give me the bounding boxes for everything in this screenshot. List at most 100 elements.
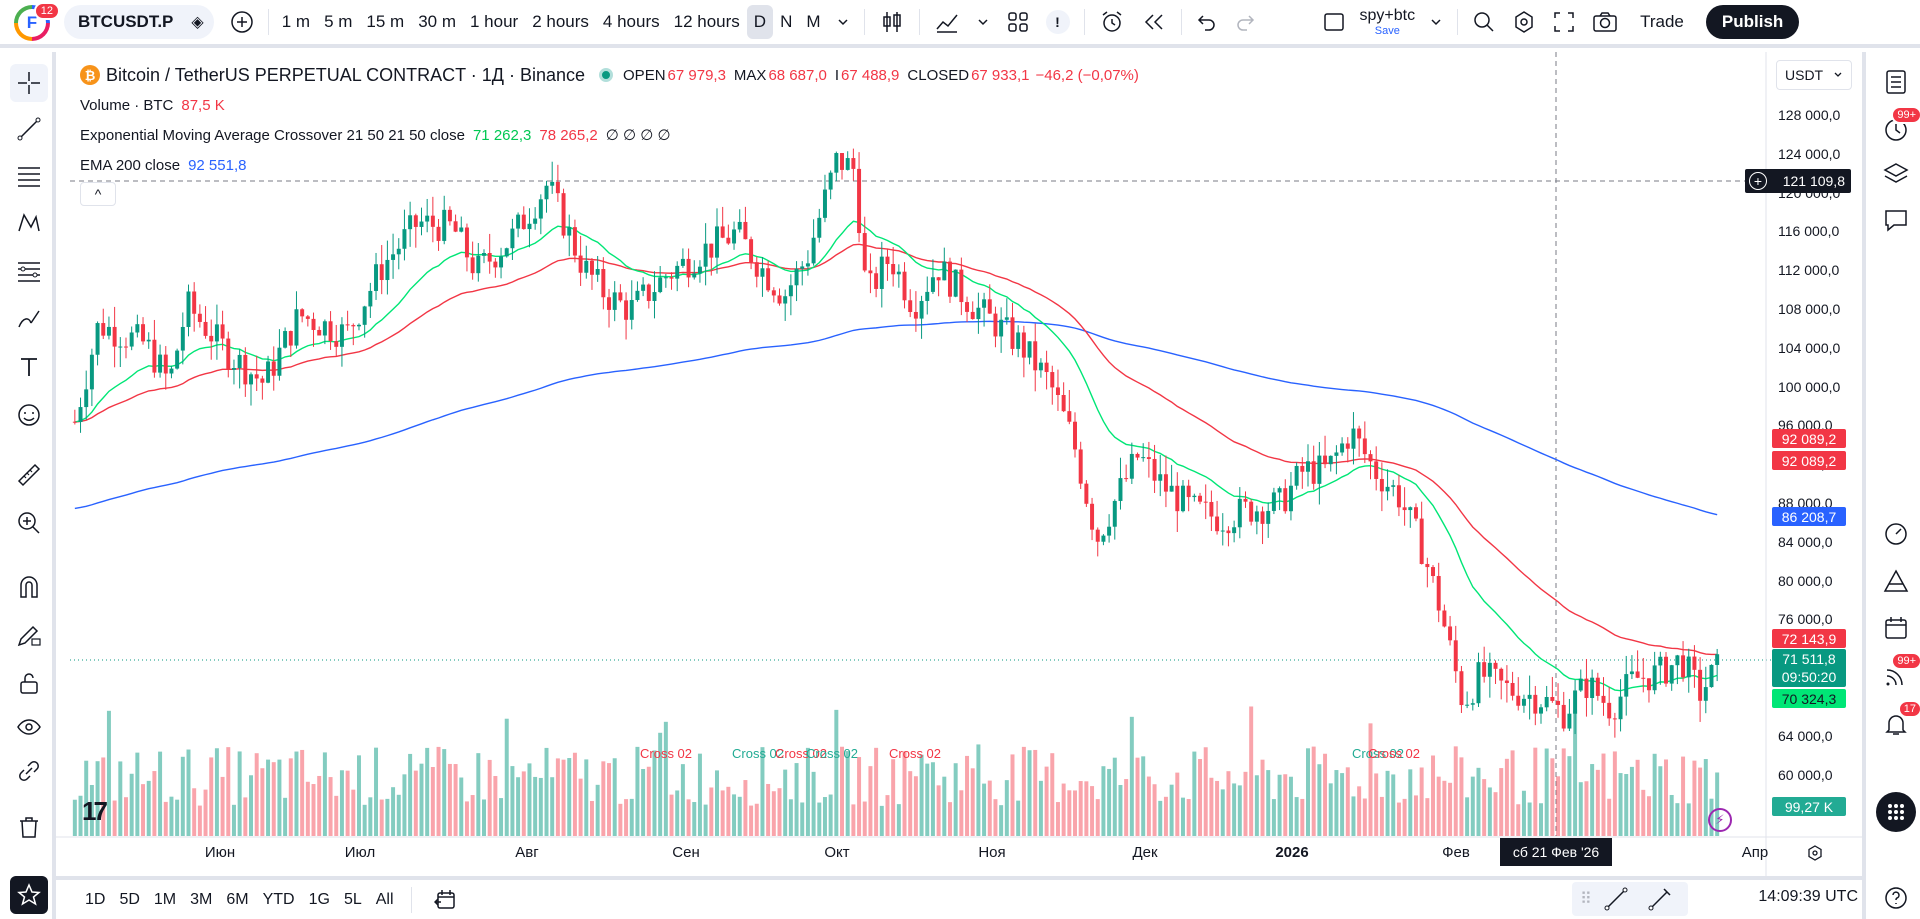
drag-handle-icon[interactable]: ⠿ [1580,891,1592,908]
alert-button[interactable] [1091,5,1133,39]
technicals-button[interactable] [1878,516,1914,552]
measure-tool[interactable] [10,456,48,494]
replay-button[interactable] [1133,5,1175,39]
volume-bar [311,784,316,836]
add-alert-icon[interactable]: + [1749,172,1767,190]
app-logo[interactable]: F 12 [10,0,60,44]
candles-type-button[interactable] [871,5,913,39]
object-tree-button[interactable] [1878,156,1914,192]
indicators-dropdown[interactable] [968,5,998,39]
screenshot-button[interactable] [1584,5,1626,39]
timeframe-6[interactable]: 4 hours [602,12,660,31]
text-tool[interactable] [10,348,48,386]
time-axis-settings-button[interactable] [1806,844,1824,867]
timeframe-7[interactable]: 12 hours [673,12,740,31]
brush-tool[interactable] [10,300,48,338]
volume-bar [1021,746,1026,836]
range-7[interactable]: 5L [343,890,362,908]
legend-ema-cross-row[interactable]: Exponential Moving Average Crossover 21 … [80,120,1139,150]
candle-body [1306,461,1310,472]
legend-volume-row[interactable]: Volume · BTC 87,5 K [80,90,1139,120]
crosshair-tool[interactable] [10,64,48,102]
stay-drawing-tool[interactable] [10,616,48,654]
trend-line-icon [17,117,41,141]
layout-select-button[interactable] [1314,5,1354,39]
add-symbol-button[interactable] [222,5,262,39]
chat-button[interactable] [1878,202,1914,238]
zoom-tool[interactable] [10,504,48,542]
go-to-date-button[interactable] [426,883,466,917]
utc-clock[interactable]: 14:09:39 UTC [1758,888,1858,905]
timeframe-3[interactable]: 30 m [418,12,456,31]
fib-tool[interactable] [10,252,48,290]
range-8[interactable]: All [375,890,394,908]
ideas-button[interactable] [1878,564,1914,600]
calendar-button[interactable] [1878,610,1914,646]
timeframe-9[interactable]: N [780,12,793,31]
layout-dropdown[interactable] [1421,5,1451,39]
layout-name[interactable]: spy+btc Save [1354,7,1422,37]
link-tool[interactable] [10,752,48,790]
range-2[interactable]: 1M [153,890,177,908]
legend-main-row: ₿ Bitcoin / TetherUS PERPETUAL CONTRACT … [80,60,1139,90]
magnet-tool[interactable] [10,568,48,606]
range-6[interactable]: 1G [308,890,330,908]
lightning-button[interactable]: ⚡ [1708,808,1732,832]
favorites-tool[interactable] [10,876,48,914]
legend-ema200-row[interactable]: EMA 200 close 92 551,8 [80,150,1139,180]
ema-cross-value-2: 78 265,2 [539,126,598,144]
currency-select[interactable]: USDT [1776,60,1852,90]
templates-button[interactable] [998,5,1038,39]
range-4[interactable]: 6M [226,890,249,908]
gear-icon [1515,11,1533,33]
range-0[interactable]: 1D [85,890,106,908]
trend-line-icon[interactable] [1602,885,1630,913]
timeframe-2[interactable]: 15 m [366,12,405,31]
range-1[interactable]: 5D [119,890,140,908]
timeframe-0[interactable]: 1 m [281,12,311,31]
legend-collapse-button[interactable]: ^ [80,182,116,206]
candle-body [982,299,987,308]
timeframe-8[interactable]: D [746,5,774,39]
timeframe-10[interactable]: M [806,12,821,31]
lock-drawings-tool[interactable] [10,664,48,702]
alert-info-button[interactable]: ! [1038,5,1078,39]
trade-button[interactable]: Trade [1640,12,1684,31]
pattern-tool[interactable] [10,204,48,242]
volume-bar [459,777,464,836]
watchlist-button[interactable] [1878,64,1914,100]
publish-button[interactable]: Publish [1705,5,1800,39]
emoji-tool[interactable] [10,396,48,434]
symbol-search-button[interactable]: BTCUSDT.P ◈ [64,5,214,39]
remove-drawings-tool[interactable] [10,808,48,846]
notifications-button[interactable]: 17 [1878,700,1920,742]
fullscreen-button[interactable] [1544,5,1584,39]
range-5[interactable]: YTD [262,890,295,908]
horizontal-lines-tool[interactable] [10,156,48,194]
help-button[interactable] [1878,880,1914,916]
volume-bar [658,732,663,836]
more-apps-button[interactable] [1876,792,1916,832]
timeframe-4[interactable]: 1 hour [470,12,519,31]
legend-title[interactable]: Bitcoin / TetherUS PERPETUAL CONTRACT · … [106,64,586,85]
volume-bar [561,759,566,836]
candle-body [1590,677,1595,699]
timeframe-1[interactable]: 5 m [324,12,353,31]
volume-bar [89,784,94,836]
volume-bar [135,752,140,836]
quick-search-button[interactable] [1464,5,1504,39]
news-feed-button[interactable]: 99+ [1878,652,1920,694]
undo-button[interactable] [1188,5,1226,39]
trend-line-tool[interactable] [10,110,48,148]
hide-drawings-tool[interactable] [10,708,48,746]
tradingview-logo[interactable]: 17 [82,796,108,826]
alerts-panel-button[interactable]: 99+ [1878,106,1920,148]
indicators-button[interactable] [926,5,968,39]
redo-button[interactable] [1226,5,1264,39]
ray-pen-icon[interactable] [1646,885,1674,913]
range-3[interactable]: 3M [190,890,213,908]
timeframe-5[interactable]: 2 hours [532,12,589,31]
settings-button[interactable] [1504,5,1544,39]
timeframe-dropdown[interactable] [828,5,858,39]
